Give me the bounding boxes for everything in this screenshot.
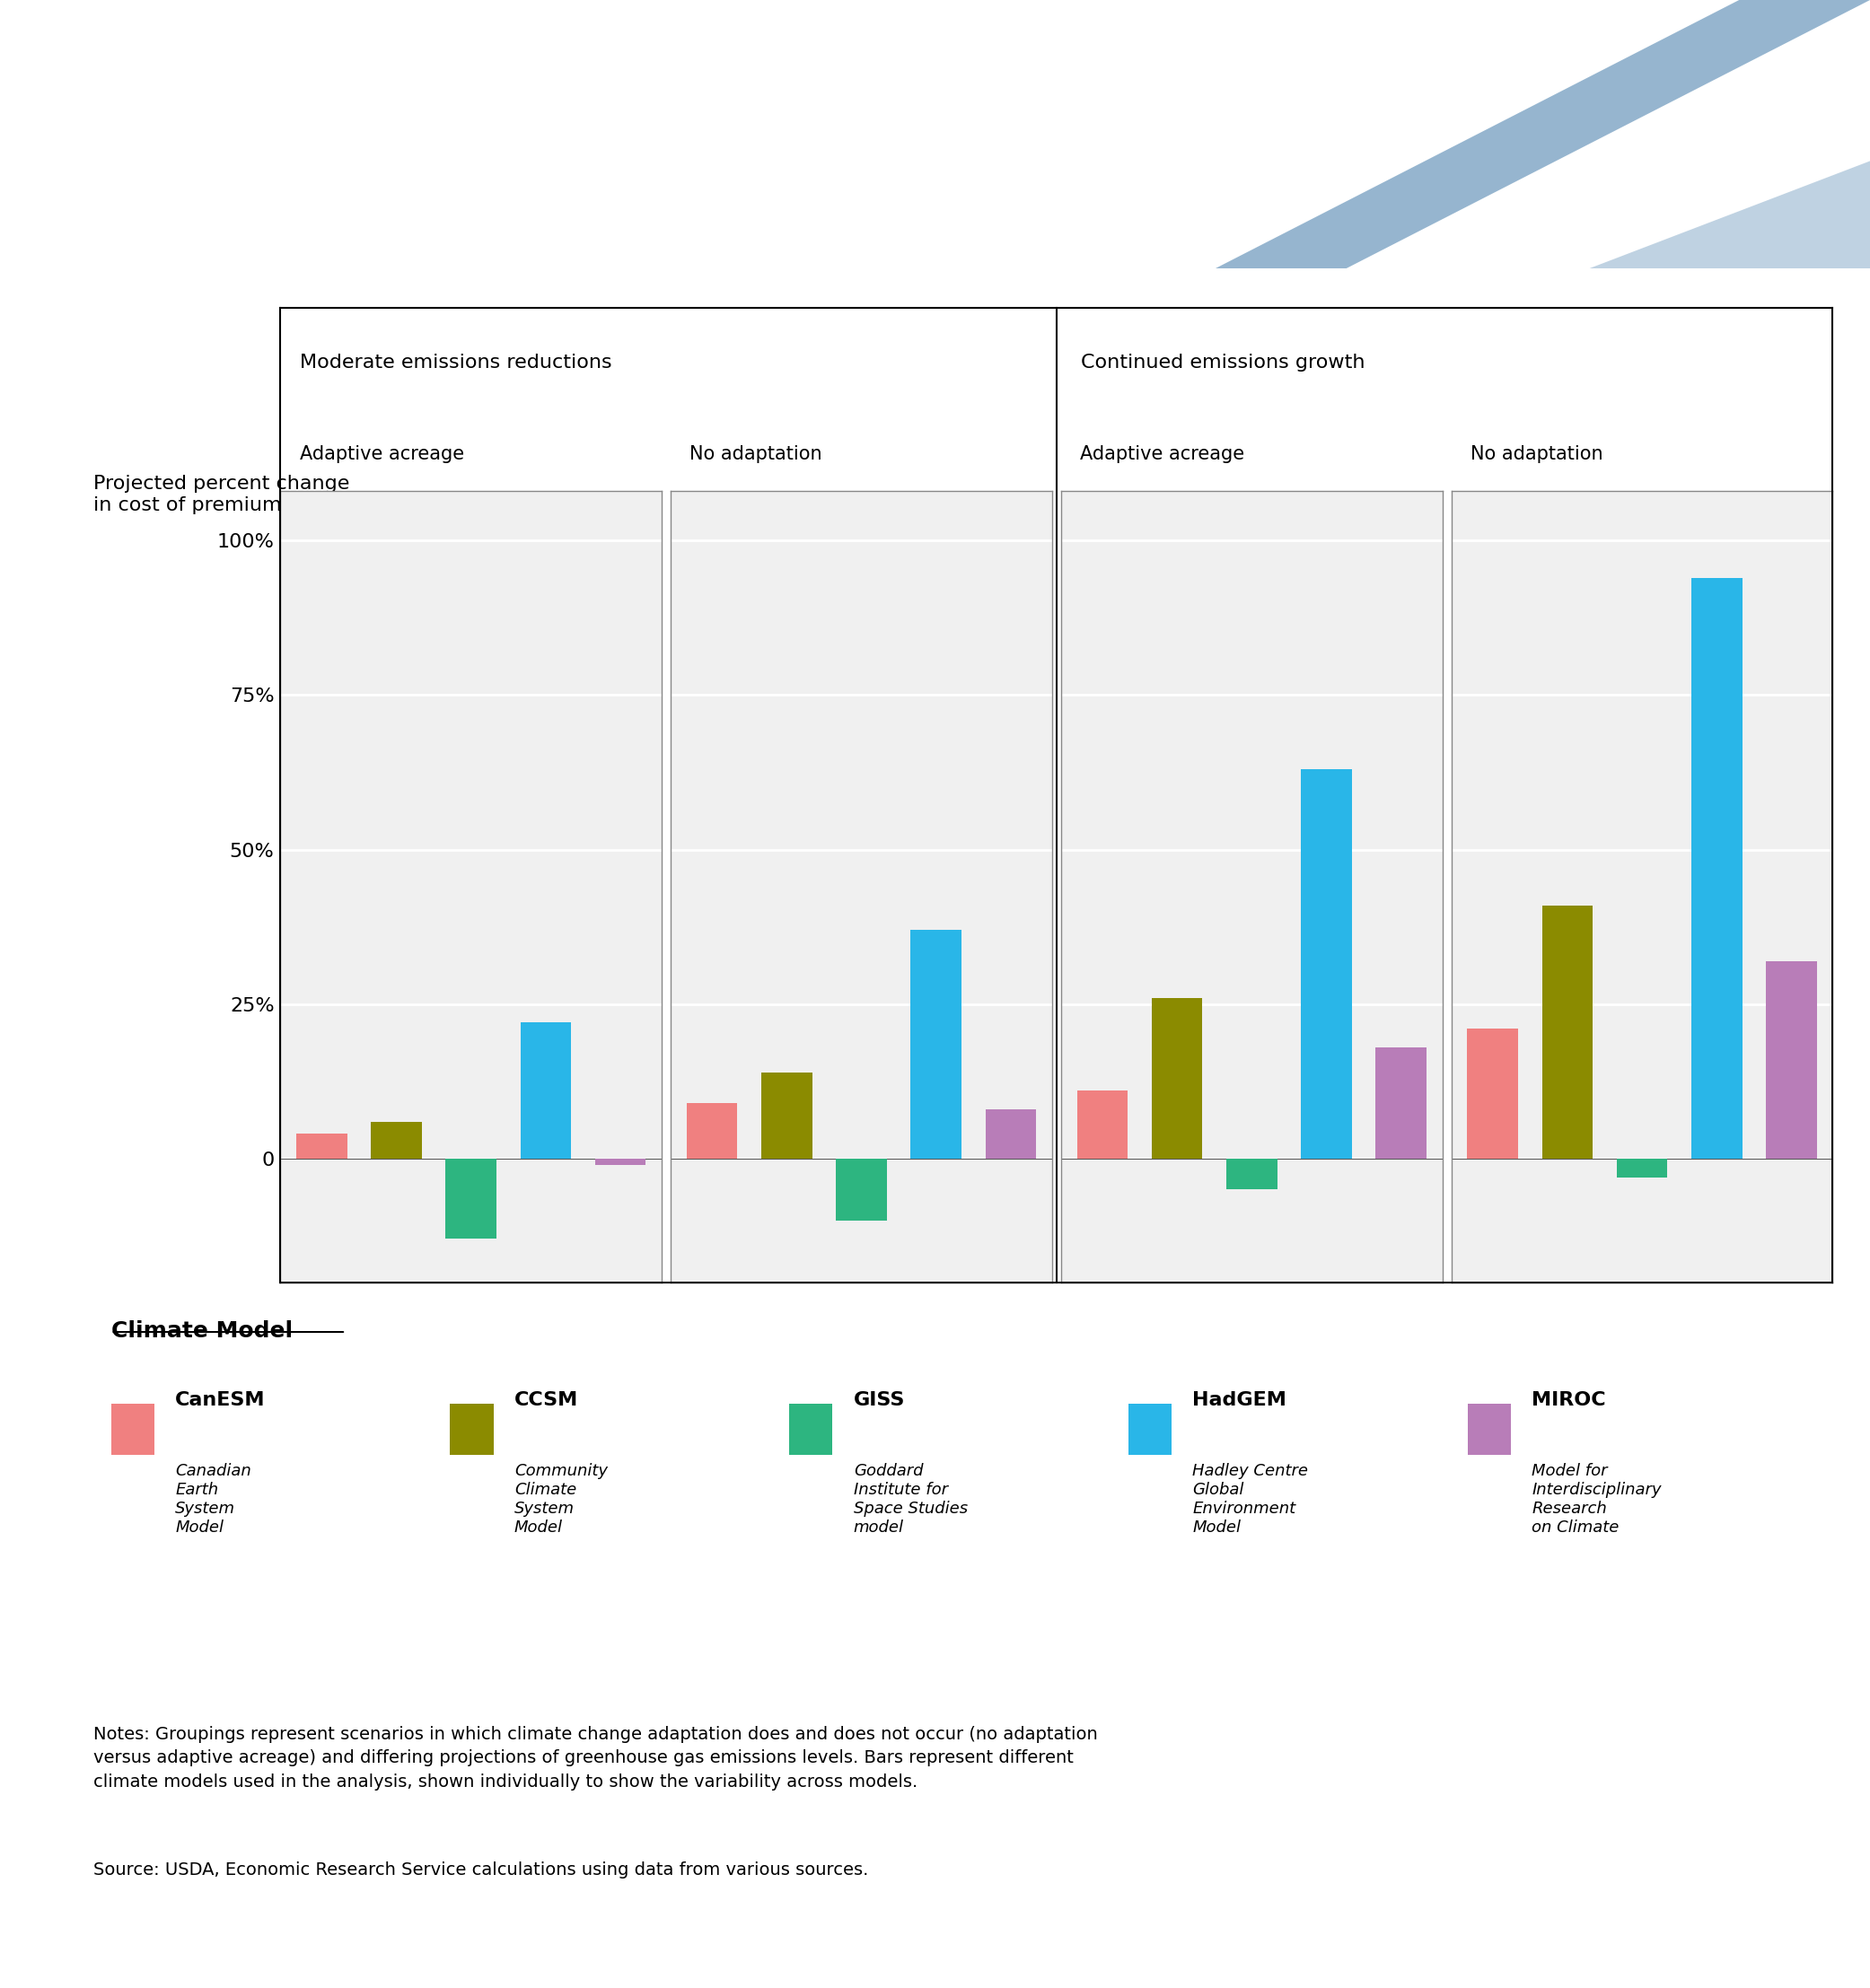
Text: by climate model and emission scenario: by climate model and emission scenario: [41, 175, 885, 213]
Bar: [1690, 579, 1743, 1159]
Text: Community
Climate
System
Model: Community Climate System Model: [514, 1463, 608, 1535]
Text: Model for
Interdisciplinary
Research
on Climate: Model for Interdisciplinary Research on …: [1532, 1463, 1661, 1535]
Text: Source: USDA, Economic Research Service calculations using data from various sou: Source: USDA, Economic Research Service …: [94, 1861, 868, 1879]
Text: Climate Model: Climate Model: [110, 1320, 292, 1342]
Bar: [836, 1159, 886, 1221]
Text: CCSM: CCSM: [514, 1392, 578, 1409]
Text: No adaptation: No adaptation: [690, 445, 823, 463]
Polygon shape: [1496, 161, 1870, 268]
Bar: [761, 1072, 812, 1159]
Text: No adaptation: No adaptation: [1470, 445, 1603, 463]
Text: MIROC: MIROC: [1532, 1392, 1606, 1409]
Bar: [295, 1133, 348, 1159]
Bar: [520, 1022, 570, 1159]
Text: CanESM: CanESM: [176, 1392, 266, 1409]
Text: Notes: Groupings represent scenarios in which climate change adaptation does and: Notes: Groupings represent scenarios in …: [94, 1726, 1098, 1791]
Bar: [911, 930, 961, 1159]
Bar: [445, 1159, 496, 1239]
Bar: [370, 1121, 423, 1159]
Polygon shape: [1216, 0, 1870, 268]
Text: Adaptive acreage: Adaptive acreage: [1081, 445, 1245, 463]
Text: GISS: GISS: [853, 1392, 905, 1409]
Bar: [1543, 905, 1593, 1159]
FancyBboxPatch shape: [110, 1404, 155, 1455]
Bar: [1376, 1048, 1427, 1159]
Text: Goddard
Institute for
Space Studies
model: Goddard Institute for Space Studies mode…: [853, 1463, 967, 1535]
FancyBboxPatch shape: [1128, 1404, 1172, 1455]
Bar: [1468, 1030, 1518, 1159]
Text: Canadian
Earth
System
Model: Canadian Earth System Model: [176, 1463, 251, 1535]
FancyBboxPatch shape: [1468, 1404, 1511, 1455]
Bar: [686, 1103, 737, 1159]
Text: Moderate emissions reductions: Moderate emissions reductions: [299, 354, 611, 372]
Bar: [1618, 1159, 1668, 1177]
Text: Continued emissions growth: Continued emissions growth: [1081, 354, 1365, 372]
Bar: [595, 1159, 645, 1165]
FancyBboxPatch shape: [451, 1404, 494, 1455]
Bar: [1077, 1091, 1128, 1159]
Text: Projected changes to the cost of the Federal Crop Insurance Program: Projected changes to the cost of the Fed…: [41, 60, 1505, 97]
Bar: [1302, 769, 1352, 1159]
Bar: [1227, 1159, 1277, 1189]
Text: HadGEM: HadGEM: [1193, 1392, 1287, 1409]
Text: Hadley Centre
Global
Environment
Model: Hadley Centre Global Environment Model: [1193, 1463, 1309, 1535]
FancyBboxPatch shape: [789, 1404, 832, 1455]
Bar: [985, 1109, 1036, 1159]
Text: Projected percent change
in cost of premium subsidies: Projected percent change in cost of prem…: [94, 475, 381, 515]
Text: Adaptive acreage: Adaptive acreage: [299, 445, 464, 463]
Bar: [1765, 960, 1818, 1159]
Bar: [1152, 998, 1202, 1159]
